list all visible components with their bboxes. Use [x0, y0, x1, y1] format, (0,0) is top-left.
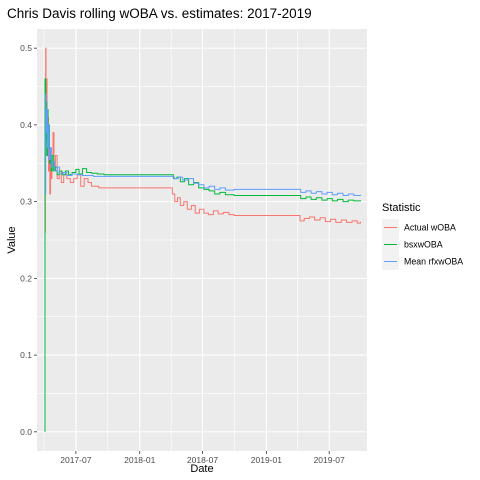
series-line-mean-rfxwoba — [45, 93, 361, 196]
legend: Statistic Actual wOBA bsxwOBA Mean rfxwOBA — [382, 202, 463, 270]
y-tick-label: 0.5 — [20, 43, 32, 53]
x-tick-label: 2019-01 — [251, 455, 282, 465]
legend-label: Mean rfxwOBA — [404, 257, 463, 267]
x-tick-label: 2018-07 — [187, 455, 218, 465]
y-tick-label: 0.1 — [20, 350, 32, 360]
legend-title: Statistic — [382, 202, 421, 214]
x-tick-label: 2018-01 — [124, 455, 155, 465]
minor-gridlines — [37, 29, 367, 451]
y-tick-label: 0.4 — [20, 120, 32, 130]
x-tick-label: 2019-07 — [314, 455, 345, 465]
series-layer — [44, 47, 361, 432]
x-axis-title: Date — [190, 463, 213, 475]
y-tick-label: 0.0 — [20, 427, 32, 437]
major-gridlines — [37, 29, 367, 451]
y-axis-title: Value — [6, 226, 18, 253]
legend-label: Actual wOBA — [404, 223, 456, 233]
x-tick-label: 2017-07 — [60, 455, 91, 465]
series-line-actual-woba — [44, 47, 361, 233]
chart-title: Chris Davis rolling wOBA vs. estimates: … — [7, 6, 312, 21]
legend-label: bsxwOBA — [404, 240, 443, 250]
y-axis: 0.0 0.1 0.2 0.3 0.4 0.5 — [20, 43, 37, 437]
y-tick-label: 0.2 — [20, 273, 32, 283]
y-tick-label: 0.3 — [20, 197, 32, 207]
x-axis: 2017-07 2018-01 2018-07 2019-01 2019-07 — [60, 451, 345, 465]
